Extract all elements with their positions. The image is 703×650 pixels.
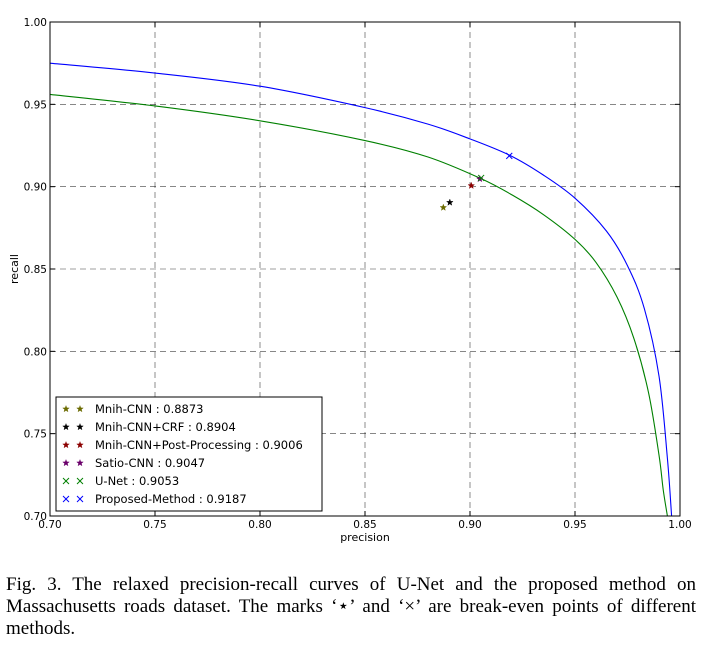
- legend: Mnih-CNN : 0.8873 Mnih-CNN+CRF : 0.8904 Mn…: [55, 396, 323, 512]
- legend-entry: Satio-CNN : 0.9047: [95, 456, 205, 470]
- legend-marker: [76, 423, 84, 431]
- legend-entry: Mnih-CNN+CRF : 0.8904: [95, 420, 236, 434]
- x-axis-label: precision: [340, 531, 390, 544]
- mnih-cnn-crf-point: [446, 198, 454, 206]
- u-net-curve: [49, 93, 668, 517]
- x-tick-label: 0.85: [353, 519, 376, 531]
- x-tick-label: 0.80: [248, 519, 271, 531]
- proposed-method-curve: [49, 62, 673, 517]
- y-tick-label: 1.00: [24, 17, 47, 29]
- y-tick-label: 0.75: [24, 429, 47, 441]
- curve-layer: [49, 62, 673, 517]
- legend-box: [55, 396, 323, 512]
- legend-marker: [76, 441, 84, 449]
- y-axis-label: recall: [8, 254, 21, 284]
- x-mark-stroke: [505, 152, 513, 160]
- x-tick-label: 1.00: [668, 519, 691, 531]
- figure-caption: Fig. 3. The relaxed precision-recall cur…: [6, 574, 696, 639]
- x-mark-stroke: [76, 495, 84, 503]
- legend-marker: [76, 477, 84, 485]
- y-tick-label: 0.95: [24, 99, 47, 111]
- legend-marker: [62, 495, 70, 503]
- axis-ticks: 0.70 0.75 0.80 0.85 0.90 0.95 1.00 0.70 0.75 0.80…: [24, 17, 692, 531]
- u-net-point: [477, 174, 485, 182]
- x-mark-stroke: [477, 174, 485, 182]
- x-tick-label: 0.95: [563, 519, 586, 531]
- legend-marker: [76, 495, 84, 503]
- y-tick-label: 0.90: [24, 182, 47, 194]
- mnih-cnn-point: [439, 203, 448, 211]
- legend-entry: Mnih-CNN : 0.8873: [95, 402, 204, 416]
- x-tick-label: 0.90: [458, 519, 481, 531]
- legend-entry: Proposed-Method : 0.9187: [95, 492, 247, 506]
- legend-marker: [76, 459, 84, 467]
- legend-marker: [76, 405, 84, 413]
- proposed-method-point: [505, 152, 513, 160]
- break-even-points: [439, 152, 513, 211]
- legend-marker: [62, 477, 70, 485]
- mnih-cnn-post-processing-point: [467, 181, 476, 189]
- legend-marker: [62, 441, 70, 449]
- legend-entry: Mnih-CNN+Post-Processing : 0.9006: [95, 438, 303, 452]
- x-mark-stroke: [62, 477, 70, 485]
- x-mark-stroke: [76, 477, 84, 485]
- y-tick-label: 0.85: [24, 264, 47, 276]
- legend-entry: U-Net : 0.9053: [95, 474, 179, 488]
- y-tick-label: 0.70: [24, 511, 47, 523]
- x-mark-stroke: [62, 495, 70, 503]
- precision-recall-chart: 0.70 0.75 0.80 0.85 0.90 0.95 1.00 0.70 0.75 0.80…: [8, 17, 692, 544]
- x-tick-label: 0.75: [143, 519, 166, 531]
- legend-marker: [62, 459, 70, 467]
- legend-marker: [62, 405, 70, 413]
- y-tick-label: 0.80: [24, 346, 47, 358]
- legend-marker: [62, 423, 70, 431]
- x-tick-label: 0.70: [38, 519, 61, 531]
